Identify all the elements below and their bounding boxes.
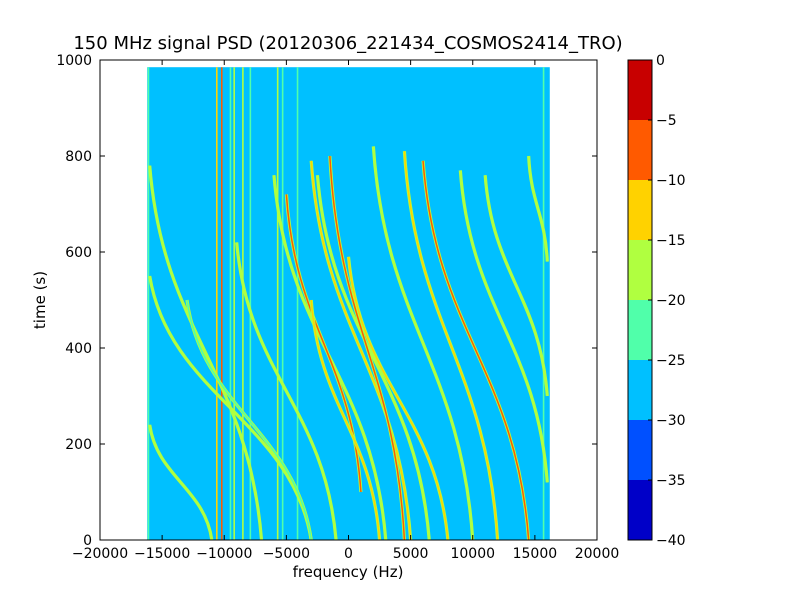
colorbar-tick-label: −20 bbox=[656, 293, 686, 309]
colorbar-tick-label: −5 bbox=[656, 113, 677, 129]
doppler-track bbox=[148, 424, 213, 541]
y-tick-label: 1000 bbox=[56, 53, 92, 69]
colorbar-tick-label: 0 bbox=[656, 53, 665, 69]
x-tick-label: 20000 bbox=[575, 546, 620, 562]
doppler-track bbox=[422, 160, 530, 541]
doppler-track bbox=[310, 160, 412, 541]
x-tick-label: 10000 bbox=[450, 546, 495, 562]
colorbar: −40 −35 −30 −25 −20 −15 −10 −5 0 bbox=[627, 53, 686, 549]
x-tick-label: −5000 bbox=[263, 546, 310, 562]
colorbar-tick-label: −40 bbox=[656, 533, 686, 549]
y-axis-label: time (s) bbox=[31, 271, 49, 329]
x-tick-label: −20000 bbox=[72, 546, 128, 562]
doppler-track bbox=[459, 170, 549, 483]
colorbar-segment bbox=[628, 180, 652, 240]
x-tick-label: 15000 bbox=[513, 546, 558, 562]
y-tick-label: 400 bbox=[65, 341, 92, 357]
x-tick-label: −15000 bbox=[134, 546, 190, 562]
colorbar-tick-label: −30 bbox=[656, 413, 686, 429]
x-axis: −20000 −15000 −10000 −5000 0 5000 10000 15000 20… bbox=[72, 60, 619, 562]
colorbar-segment bbox=[628, 360, 652, 420]
doppler-track bbox=[186, 299, 312, 541]
doppler-track bbox=[235, 242, 337, 541]
doppler-track bbox=[484, 175, 549, 397]
colorbar-segment bbox=[628, 300, 652, 360]
y-tick-label: 0 bbox=[83, 533, 92, 549]
y-axis: 0 200 400 600 800 1000 bbox=[56, 53, 597, 549]
doppler-track bbox=[347, 256, 449, 541]
doppler-track bbox=[148, 165, 263, 541]
doppler-track bbox=[329, 155, 406, 541]
chart-title: 150 MHz signal PSD (20120306_221434_COSM… bbox=[73, 33, 622, 54]
colorbar-segment bbox=[628, 120, 652, 180]
doppler-track bbox=[527, 155, 549, 262]
x-tick-label: 5000 bbox=[393, 546, 429, 562]
heatmap bbox=[147, 67, 550, 541]
x-tick-label: −10000 bbox=[196, 546, 252, 562]
doppler-track bbox=[310, 299, 381, 541]
colorbar-tick-label: −10 bbox=[656, 173, 686, 189]
colorbar-tick-label: −15 bbox=[656, 233, 686, 249]
colorbar-segment bbox=[628, 60, 652, 120]
plot-area bbox=[99, 59, 598, 541]
doppler-track bbox=[316, 175, 431, 541]
doppler-track bbox=[372, 146, 474, 541]
colorbar-tick-label: −25 bbox=[656, 353, 686, 369]
doppler-track bbox=[403, 151, 499, 541]
colorbar-tick-label: −35 bbox=[656, 473, 686, 489]
colorbar-segment bbox=[628, 480, 652, 540]
x-tick-label: 0 bbox=[344, 546, 353, 562]
y-tick-label: 600 bbox=[65, 245, 92, 261]
colorbar-segment bbox=[628, 420, 652, 480]
y-tick-label: 200 bbox=[65, 437, 92, 453]
y-tick-label: 800 bbox=[65, 149, 92, 165]
colorbar-segment bbox=[628, 240, 652, 300]
x-axis-label: frequency (Hz) bbox=[293, 563, 404, 581]
